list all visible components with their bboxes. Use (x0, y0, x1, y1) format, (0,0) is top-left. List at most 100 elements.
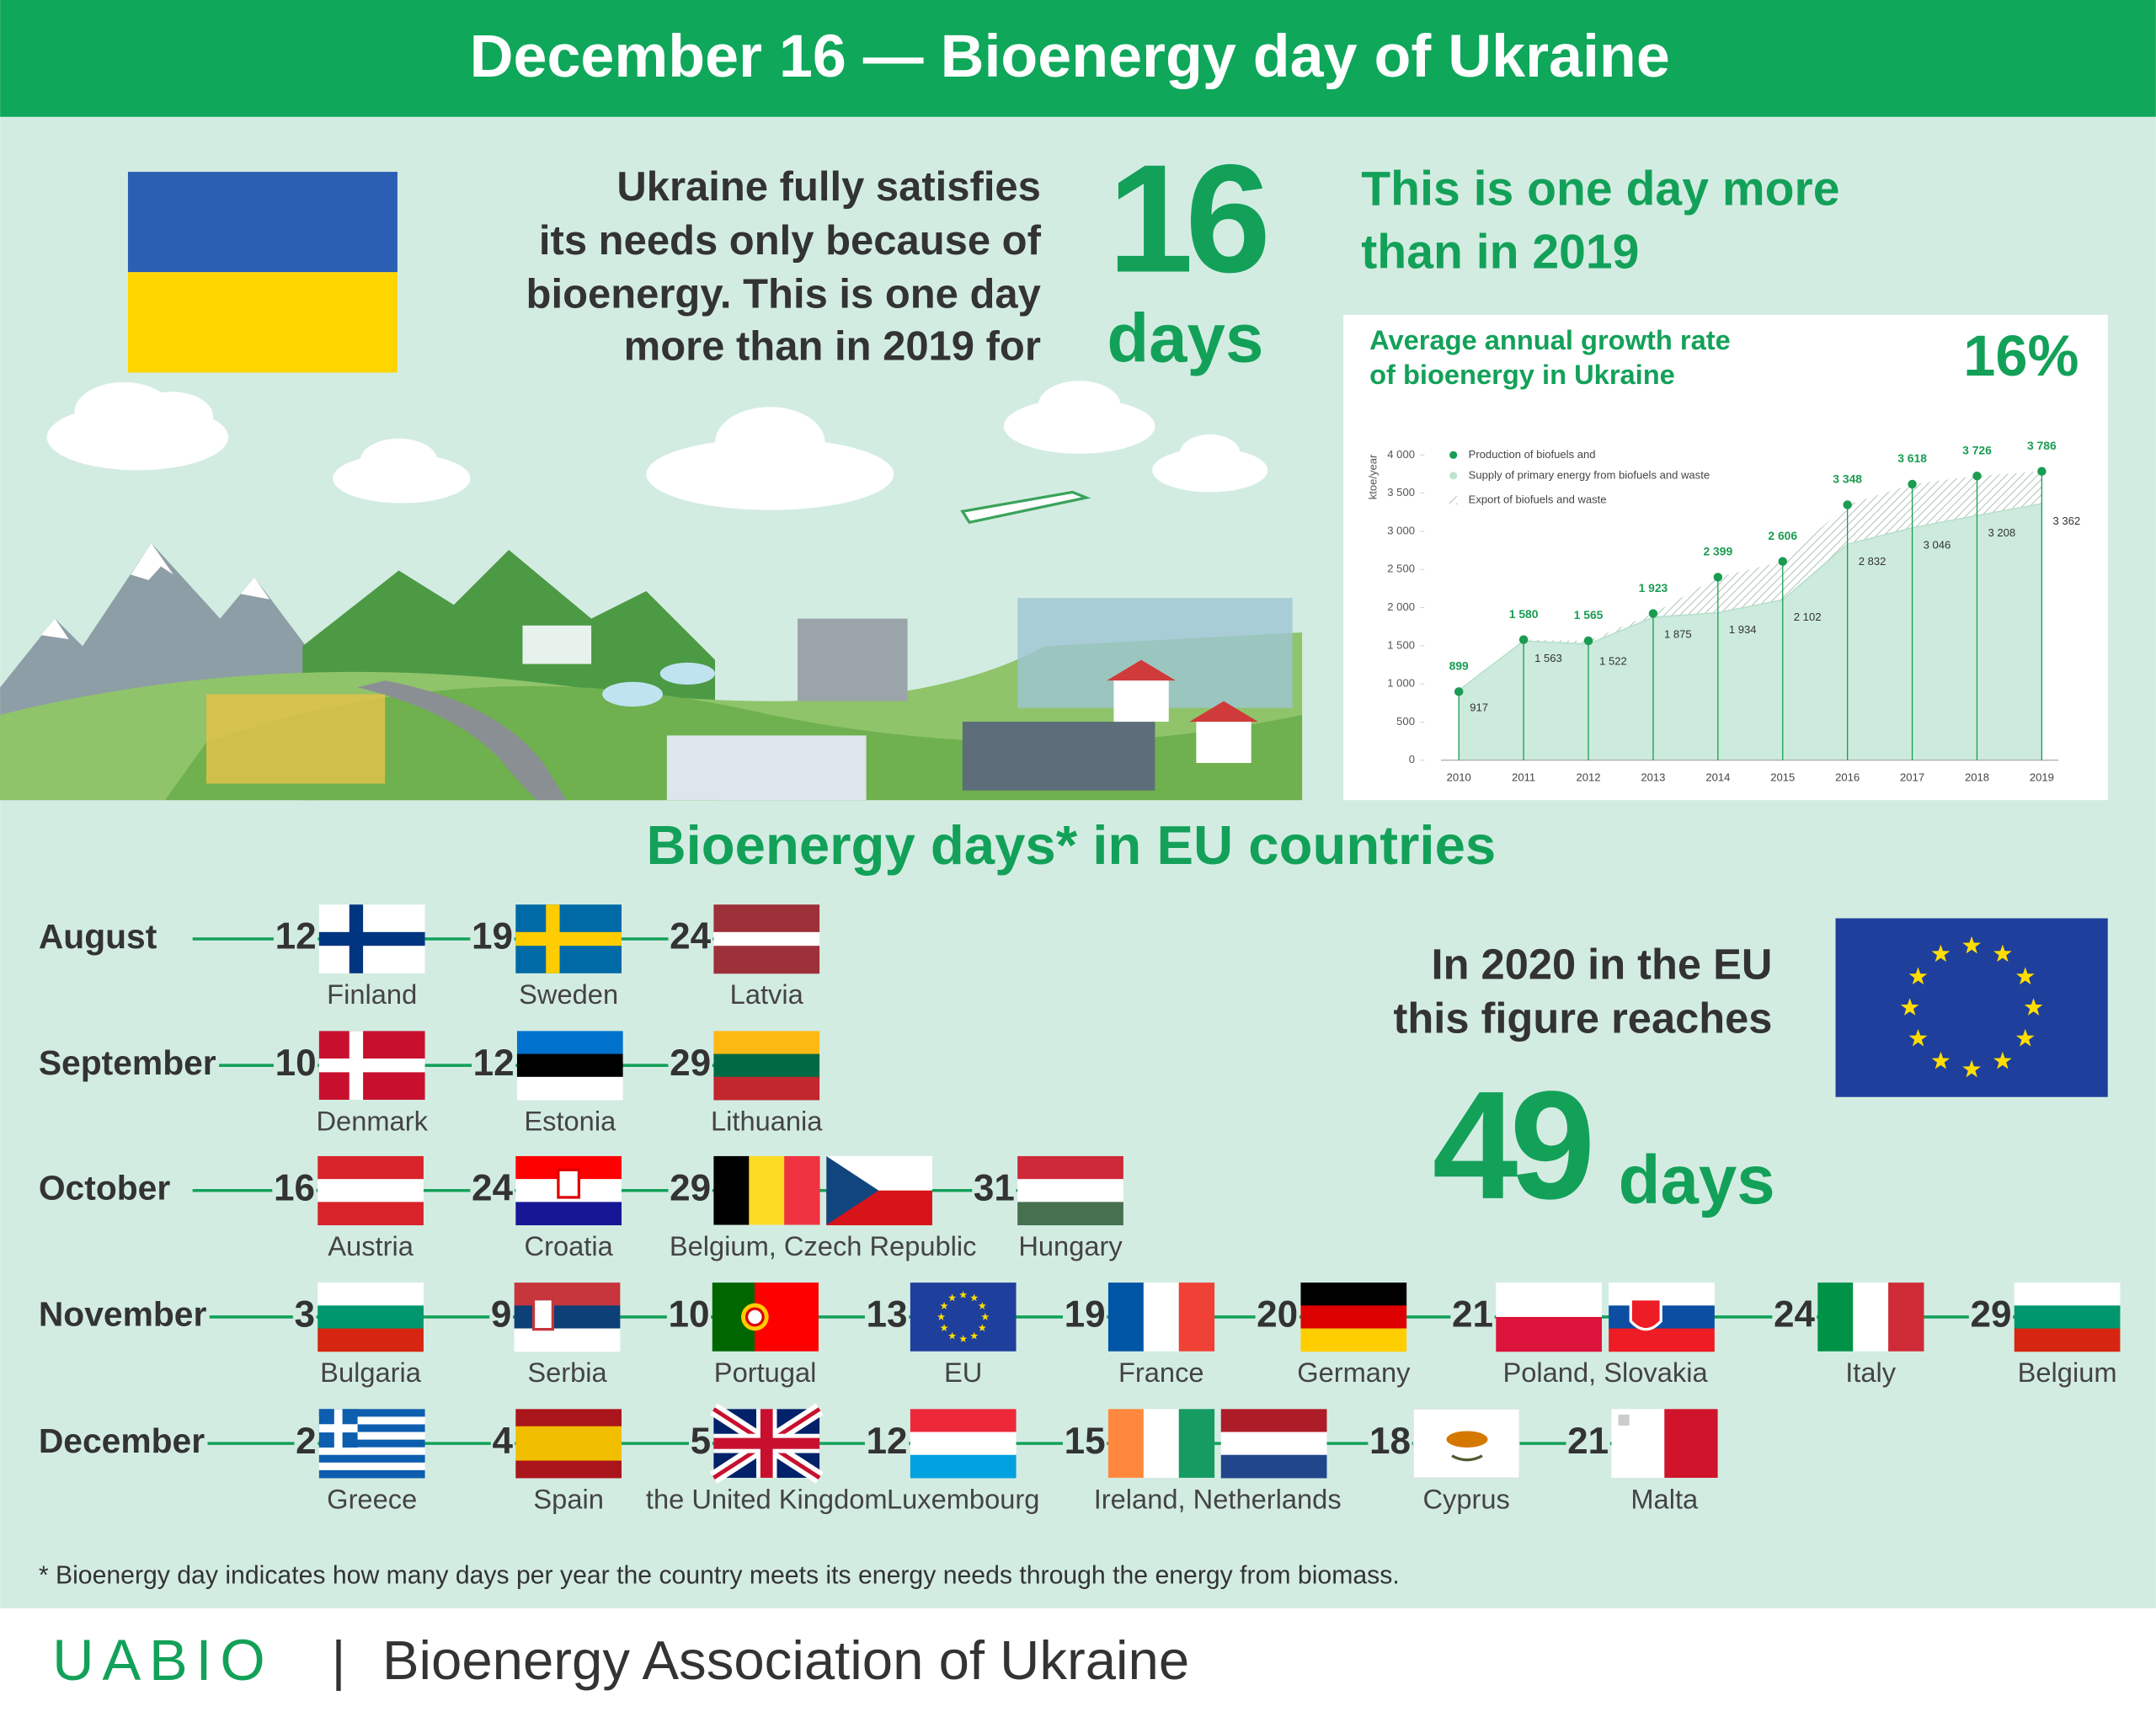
production-label: 3 786 (2027, 439, 2057, 452)
x-tick-label: 2013 (1641, 771, 1665, 783)
star (1962, 1059, 1982, 1078)
flag-stripe (516, 1031, 623, 1055)
day-number-bg (1772, 1298, 1817, 1336)
flag-stripe (1300, 1282, 1407, 1306)
day-number: 15 (1065, 1421, 1106, 1462)
flag-cross (318, 1058, 425, 1073)
country-label: Lithuania (711, 1105, 823, 1136)
supply-label: 3 046 (1924, 538, 1951, 551)
day-number: 18 (1369, 1421, 1411, 1462)
flag (515, 1155, 622, 1226)
y-tick-label: 3 500 (1387, 486, 1415, 499)
day-number-bg (489, 1298, 514, 1336)
y-tick-label: 0 (1409, 753, 1415, 765)
production-point (1972, 471, 1982, 481)
country-label: Denmark (316, 1105, 428, 1136)
flag-stripe (713, 1031, 820, 1055)
flag-stripe (1817, 1282, 1854, 1352)
day-number: 21 (1452, 1294, 1493, 1336)
day-number-bg (864, 1298, 910, 1336)
flag (1300, 1282, 1407, 1352)
star (959, 1290, 968, 1298)
country-label: France (1118, 1357, 1204, 1388)
day-number-bg (666, 1298, 712, 1336)
day-number: 2 (296, 1421, 317, 1462)
flag-stripe (1178, 1409, 1215, 1478)
flag-stripe (2014, 1282, 2121, 1306)
star (1931, 1051, 1951, 1069)
flag-stripe (318, 1328, 424, 1352)
chart: 0 500 1 000 1 500 2 000 2 500 3 000 3 500 4 000 2… (1387, 439, 2080, 783)
flag-stripe (1609, 1328, 1715, 1352)
country-label: the United Kingdom (646, 1483, 888, 1514)
footer-separator: | (332, 1629, 346, 1691)
flag-stripe (1017, 1179, 1123, 1202)
flag-stripe (318, 1202, 424, 1226)
country-label: Latvia (730, 978, 804, 1010)
country-label: Poland, Slovakia (1502, 1357, 1708, 1388)
eu-text: In 2020 in the EU (1432, 941, 1773, 989)
flag (1611, 1409, 1718, 1478)
day-number-bg (273, 920, 318, 957)
country-label: Spain (533, 1483, 603, 1514)
flag-stripe (514, 1328, 621, 1352)
star (1908, 967, 1928, 985)
flag (1817, 1282, 1924, 1352)
day-number-bg (490, 1425, 515, 1462)
flag-stripe (1220, 1454, 1327, 1479)
flag-stripe (713, 1076, 820, 1101)
flag-stripe (1220, 1409, 1327, 1433)
ukraine-days-unit: days (1107, 301, 1263, 377)
day-number: 16 (274, 1167, 315, 1208)
flag-stripe (749, 1155, 785, 1225)
y-tick-label: 2 000 (1387, 600, 1415, 613)
ukraine-note: This is one day more (1361, 163, 1839, 216)
day-number: 29 (1970, 1294, 2011, 1336)
supply-label: 2 102 (1794, 611, 1822, 623)
landscape (0, 381, 1303, 801)
flag-stripe (1888, 1282, 1924, 1352)
flag (713, 904, 820, 974)
day-number: 12 (275, 916, 317, 957)
y-tick-label: 1 500 (1387, 638, 1415, 651)
month-row: December 2 Greece 4 Spain 5 the United Kingdom… (39, 1403, 1718, 1514)
flag (712, 1282, 819, 1352)
country-label: Malta (1630, 1483, 1699, 1514)
flag-stripe (2014, 1305, 2121, 1330)
star (2015, 967, 2035, 985)
flag (2014, 1282, 2121, 1352)
flag-stripe (318, 1179, 424, 1202)
day-number-bg (1255, 1298, 1299, 1336)
x-tick-label: 2015 (1770, 771, 1795, 783)
legend-production-marker (1449, 451, 1458, 459)
flag (318, 1409, 425, 1479)
ukraine-text: bioenergy. This is one day (526, 272, 1041, 317)
production-point (1518, 635, 1529, 644)
x-tick-label: 2019 (2030, 771, 2054, 783)
production-label: 2 399 (1703, 545, 1732, 558)
country-label: Greece (327, 1483, 417, 1514)
day-number: 29 (670, 1042, 711, 1084)
day-number-bg (472, 1047, 516, 1084)
flag-stripe (318, 1409, 425, 1417)
production-point (1908, 479, 1917, 489)
legend-supply-marker (1449, 472, 1458, 480)
flag-stripe (318, 1432, 425, 1441)
production-label: 1 923 (1639, 581, 1668, 595)
star (978, 1301, 986, 1309)
country-label: Cyprus (1422, 1483, 1509, 1514)
supply-label: 2 832 (1859, 555, 1886, 568)
flag (826, 1155, 932, 1226)
day-number-bg (272, 1172, 317, 1208)
star (2015, 1028, 2035, 1047)
flag-stripe (1664, 1409, 1718, 1478)
flag-ukraine-blue (127, 172, 398, 273)
legend-export-marker (1449, 496, 1458, 505)
flag-stripe (515, 1202, 622, 1226)
flag (1107, 1409, 1215, 1478)
country-label: Estonia (524, 1105, 616, 1136)
month-label: September (39, 1043, 216, 1082)
x-tick-label: 2011 (1512, 771, 1535, 783)
flag (1107, 1282, 1215, 1352)
